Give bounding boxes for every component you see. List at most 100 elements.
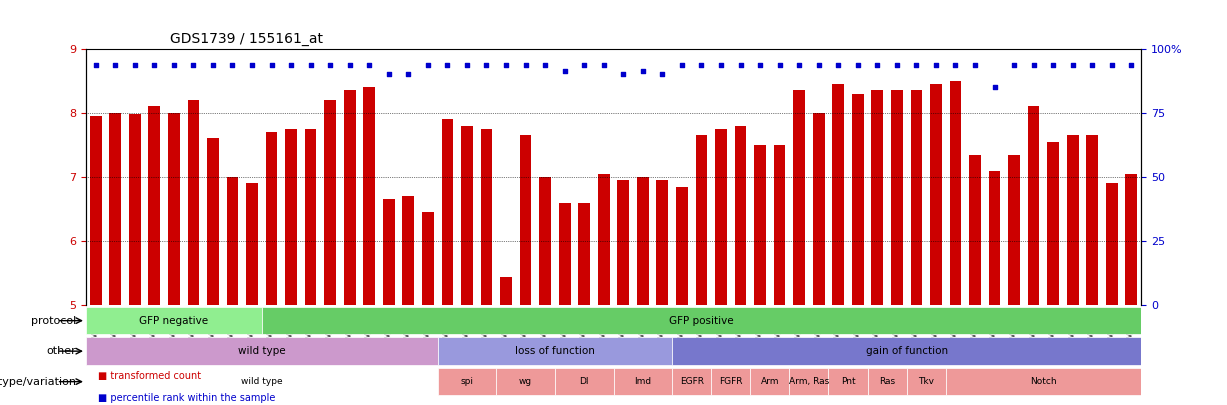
- Point: [653, 71, 672, 77]
- Point: [222, 62, 242, 68]
- Bar: [1125, 174, 1137, 305]
- Text: Arm, Ras: Arm, Ras: [789, 377, 829, 386]
- Text: lmd: lmd: [634, 377, 652, 386]
- Bar: [676, 187, 688, 305]
- Point: [242, 62, 261, 68]
- Bar: [539, 177, 551, 305]
- Text: wg: wg: [519, 377, 533, 386]
- Point: [261, 62, 281, 68]
- Bar: [129, 114, 141, 305]
- Point: [966, 62, 985, 68]
- Point: [848, 62, 867, 68]
- Bar: [656, 180, 669, 305]
- Bar: [148, 107, 161, 305]
- Bar: [715, 129, 726, 305]
- Bar: [598, 174, 610, 305]
- Bar: [363, 87, 375, 305]
- Bar: [871, 90, 883, 305]
- Bar: [285, 129, 297, 305]
- Bar: [402, 196, 415, 305]
- Bar: [1086, 135, 1098, 305]
- Bar: [989, 171, 1000, 305]
- Point: [438, 62, 458, 68]
- FancyBboxPatch shape: [86, 307, 261, 335]
- FancyBboxPatch shape: [828, 368, 867, 395]
- Text: GFP negative: GFP negative: [139, 315, 209, 326]
- Bar: [520, 135, 531, 305]
- Bar: [794, 90, 805, 305]
- FancyBboxPatch shape: [672, 368, 712, 395]
- Bar: [383, 200, 395, 305]
- FancyBboxPatch shape: [261, 307, 1141, 335]
- Bar: [755, 145, 766, 305]
- Point: [907, 62, 926, 68]
- Point: [320, 62, 340, 68]
- Bar: [168, 113, 179, 305]
- FancyBboxPatch shape: [86, 368, 438, 395]
- Bar: [344, 90, 356, 305]
- Text: EGFR: EGFR: [680, 377, 703, 386]
- FancyBboxPatch shape: [946, 368, 1141, 395]
- FancyBboxPatch shape: [438, 337, 672, 365]
- Text: Tkv: Tkv: [918, 377, 934, 386]
- Point: [204, 62, 223, 68]
- Point: [379, 71, 399, 77]
- Point: [712, 62, 731, 68]
- Bar: [501, 277, 512, 305]
- Point: [633, 68, 653, 74]
- Point: [340, 62, 360, 68]
- Point: [106, 62, 125, 68]
- Point: [86, 62, 106, 68]
- Text: wild type: wild type: [238, 346, 286, 356]
- FancyBboxPatch shape: [907, 368, 946, 395]
- Text: other: other: [47, 346, 76, 356]
- FancyBboxPatch shape: [672, 337, 1141, 365]
- Text: ■ percentile rank within the sample: ■ percentile rank within the sample: [98, 393, 276, 403]
- Bar: [207, 139, 218, 305]
- Point: [809, 62, 828, 68]
- Point: [985, 84, 1005, 90]
- Point: [1043, 62, 1063, 68]
- Bar: [617, 180, 629, 305]
- Point: [887, 62, 907, 68]
- Text: gain of function: gain of function: [865, 346, 947, 356]
- Text: spi: spi: [460, 377, 474, 386]
- Bar: [637, 177, 649, 305]
- Point: [1121, 62, 1141, 68]
- Point: [301, 62, 320, 68]
- Bar: [227, 177, 238, 305]
- Point: [164, 62, 184, 68]
- Point: [1063, 62, 1082, 68]
- Bar: [304, 129, 317, 305]
- Bar: [910, 90, 923, 305]
- Text: genotype/variation: genotype/variation: [0, 377, 76, 387]
- Bar: [735, 126, 746, 305]
- Bar: [324, 100, 336, 305]
- Bar: [852, 94, 864, 305]
- FancyBboxPatch shape: [789, 368, 828, 395]
- Bar: [950, 81, 961, 305]
- Text: loss of function: loss of function: [515, 346, 595, 356]
- FancyBboxPatch shape: [614, 368, 672, 395]
- Point: [399, 71, 418, 77]
- Bar: [188, 100, 199, 305]
- Point: [926, 62, 946, 68]
- FancyBboxPatch shape: [496, 368, 555, 395]
- Bar: [109, 113, 121, 305]
- Point: [125, 62, 145, 68]
- Text: protocol: protocol: [31, 315, 76, 326]
- Text: ■ transformed count: ■ transformed count: [98, 371, 201, 381]
- Text: GFP positive: GFP positive: [669, 315, 734, 326]
- Bar: [558, 202, 571, 305]
- Text: Pnt: Pnt: [840, 377, 855, 386]
- Text: wild type: wild type: [240, 377, 282, 386]
- Text: Notch: Notch: [1031, 377, 1056, 386]
- Text: GDS1739 / 155161_at: GDS1739 / 155161_at: [171, 32, 323, 46]
- Point: [614, 71, 633, 77]
- Point: [867, 62, 887, 68]
- FancyBboxPatch shape: [750, 368, 789, 395]
- Bar: [930, 84, 942, 305]
- Point: [145, 62, 164, 68]
- Bar: [578, 202, 590, 305]
- Bar: [774, 145, 785, 305]
